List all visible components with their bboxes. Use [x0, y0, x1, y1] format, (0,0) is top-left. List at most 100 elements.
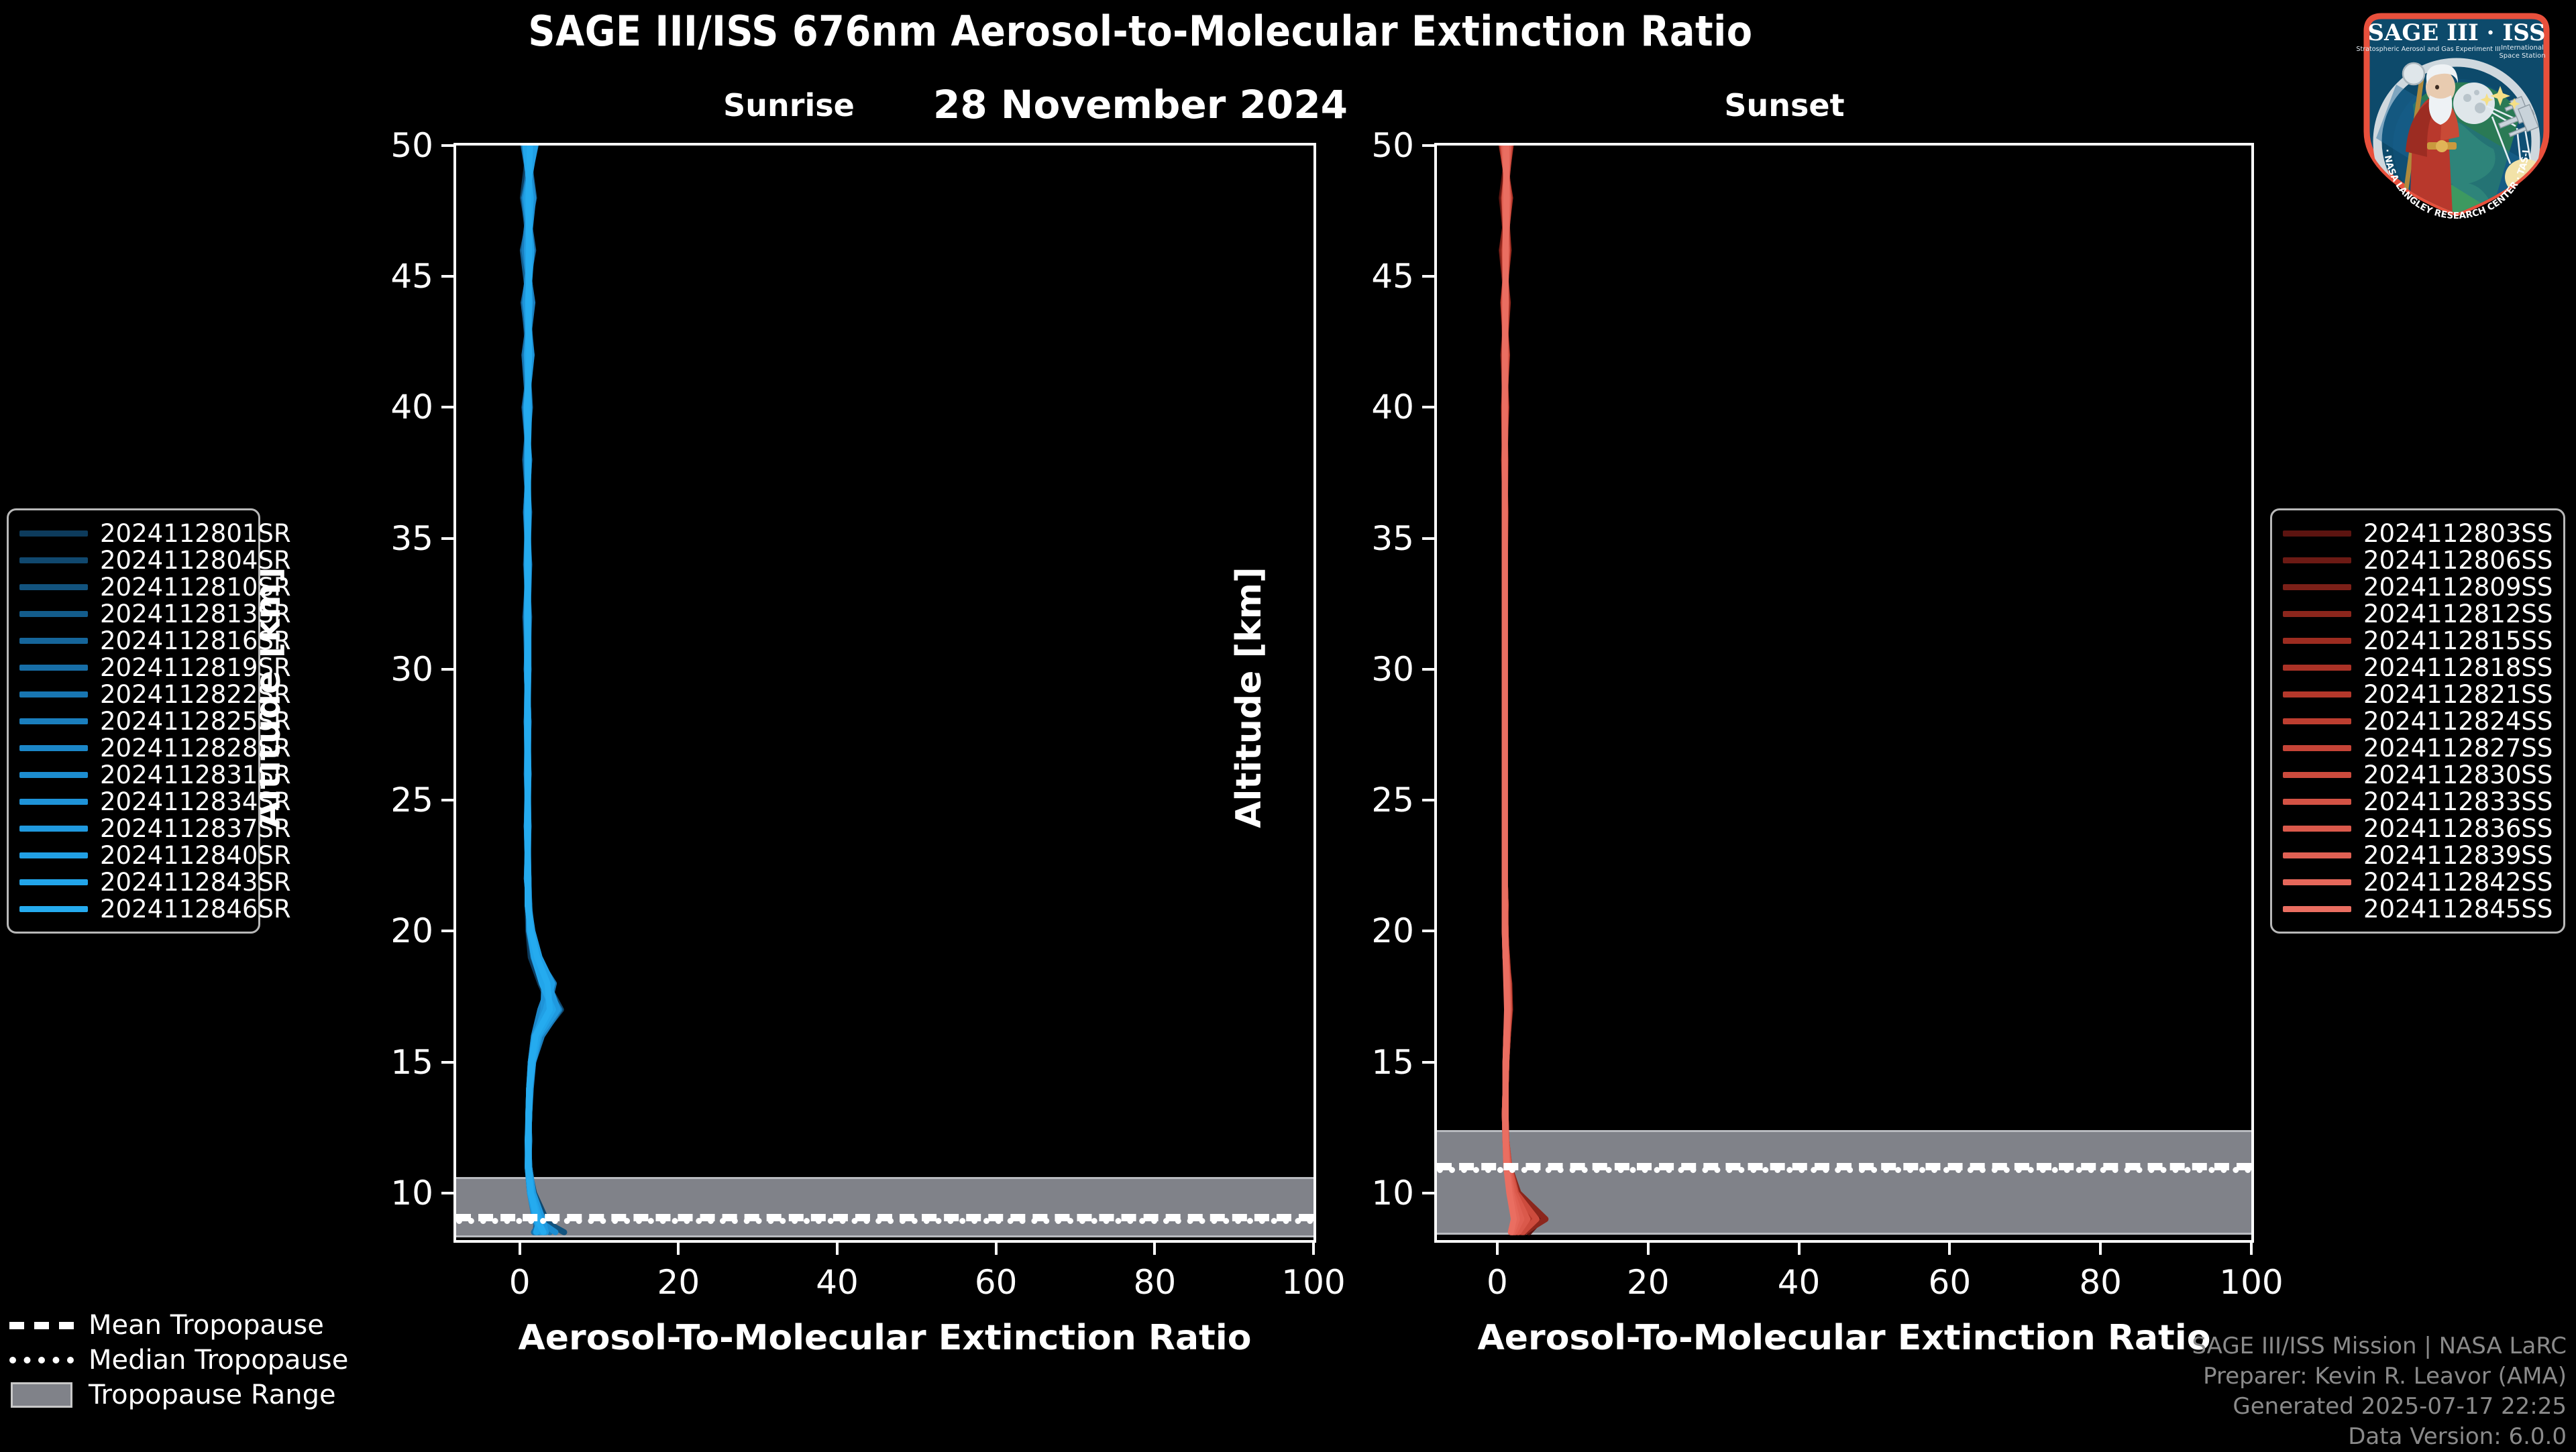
y-tick — [1422, 144, 1437, 147]
filled-box-icon — [9, 1382, 74, 1408]
legend-color-swatch — [19, 557, 88, 563]
x-tick-label: 40 — [1777, 1263, 1821, 1302]
x-tick — [1646, 1240, 1650, 1255]
legend-label: 2024112810SR — [100, 572, 291, 602]
tropopause-legend: Mean Tropopause Median Tropopause Tropop… — [9, 1308, 385, 1412]
legend-item[interactable]: 2024112825SR — [19, 707, 291, 736]
y-tick — [1422, 930, 1437, 933]
tropopause-range-band — [1437, 1130, 2251, 1235]
legend-item[interactable]: 2024112813SR — [19, 600, 291, 628]
dashed-line-icon — [9, 1321, 74, 1329]
x-tick-label: 20 — [657, 1263, 700, 1302]
legend-label: 2024112840SR — [100, 840, 291, 870]
sunrise-panel-title: Sunrise — [723, 87, 855, 123]
legend-item[interactable]: 2024112809SS — [2283, 573, 2553, 602]
x-tick-label: 80 — [2079, 1263, 2122, 1302]
legend-item[interactable]: 2024112840SR — [19, 841, 291, 870]
mean-tropopause-line — [456, 1213, 1313, 1221]
y-tick-label: 40 — [390, 388, 433, 427]
credit-generated: Generated 2025-07-17 22:25 — [2233, 1392, 2567, 1420]
legend-item[interactable]: 2024112828SR — [19, 734, 291, 763]
legend-color-swatch — [19, 798, 88, 805]
y-tick-label: 20 — [1371, 911, 1414, 951]
legend-item[interactable]: 2024112810SR — [19, 573, 291, 602]
x-tick-label: 60 — [974, 1263, 1018, 1302]
legend-color-swatch — [19, 530, 88, 537]
legend-item[interactable]: 2024112831SR — [19, 761, 291, 789]
legend-item[interactable]: 2024112816SR — [19, 626, 291, 655]
logo-subtitle-left: Stratospheric Aerosol and Gas Experiment… — [2356, 46, 2500, 53]
legend-item[interactable]: 2024112821SS — [2283, 680, 2553, 709]
legend-color-swatch — [19, 744, 88, 751]
legend-color-swatch — [2283, 905, 2351, 912]
y-tick — [441, 406, 456, 409]
x-tick — [1312, 1240, 1315, 1255]
mean-tropopause-label: Mean Tropopause — [89, 1310, 324, 1341]
legend-item[interactable]: 2024112827SS — [2283, 733, 2553, 763]
legend-label: 2024112836SS — [2363, 814, 2553, 843]
legend-color-swatch — [2283, 664, 2351, 671]
legend-item[interactable]: 2024112836SS — [2283, 814, 2553, 843]
y-tick-label: 25 — [390, 781, 433, 820]
legend-item[interactable]: 2024112843SR — [19, 868, 291, 897]
x-tick — [1797, 1240, 1801, 1255]
legend-color-swatch — [2283, 825, 2351, 832]
legend-item[interactable]: 2024112845SS — [2283, 894, 2553, 924]
x-tick-label: 100 — [2219, 1263, 2284, 1302]
y-tick-label: 15 — [390, 1042, 433, 1082]
legend-color-swatch — [2283, 879, 2351, 885]
legend-item[interactable]: 2024112824SS — [2283, 707, 2553, 736]
legend-item[interactable]: 2024112846SR — [19, 895, 291, 924]
sunrise-series-layer — [519, 146, 568, 1235]
sunset-event-legend[interactable]: 2024112803SS 2024112806SS 2024112809SS 2024… — [2270, 508, 2565, 934]
legend-label: 2024112806SS — [2363, 545, 2553, 575]
legend-label: 2024112833SS — [2363, 787, 2553, 816]
legend-item[interactable]: 2024112837SR — [19, 814, 291, 843]
legend-label: 2024112804SR — [100, 545, 291, 575]
y-tick — [1422, 1191, 1437, 1194]
legend-item[interactable]: 2024112839SS — [2283, 841, 2553, 870]
legend-item[interactable]: 2024112812SS — [2283, 600, 2553, 628]
x-tick — [994, 1240, 998, 1255]
legend-item-mean-tropopause: Mean Tropopause — [9, 1308, 385, 1343]
legend-item[interactable]: 2024112830SS — [2283, 761, 2553, 789]
legend-item[interactable]: 2024112815SS — [2283, 626, 2553, 655]
legend-label: 2024112827SS — [2363, 733, 2553, 763]
y-tick — [441, 1060, 456, 1064]
x-tick — [677, 1240, 680, 1255]
legend-item[interactable]: 2024112819SR — [19, 653, 291, 682]
y-tick — [441, 1191, 456, 1194]
y-tick-label: 20 — [390, 911, 433, 951]
legend-color-swatch — [19, 825, 88, 832]
y-tick — [441, 930, 456, 933]
legend-label: 2024112815SS — [2363, 626, 2553, 655]
credit-data-version: Data Version: 6.0.0 — [2348, 1422, 2567, 1450]
y-tick — [1422, 1060, 1437, 1064]
legend-label: 2024112845SS — [2363, 894, 2553, 924]
legend-item[interactable]: 2024112833SS — [2283, 787, 2553, 816]
legend-item-median-tropopause: Median Tropopause — [9, 1343, 385, 1378]
legend-color-swatch — [2283, 557, 2351, 563]
y-tick-label: 25 — [1371, 781, 1414, 820]
legend-color-swatch — [2283, 637, 2351, 644]
legend-item[interactable]: 2024112806SS — [2283, 545, 2553, 575]
x-tick — [1948, 1240, 1951, 1255]
y-tick-label: 15 — [1371, 1042, 1414, 1082]
legend-label: 2024112819SR — [100, 653, 291, 682]
legend-item[interactable]: 2024112822SR — [19, 680, 291, 709]
legend-item[interactable]: 2024112842SS — [2283, 868, 2553, 897]
legend-item[interactable]: 2024112834SR — [19, 787, 291, 816]
legend-item[interactable]: 2024112801SR — [19, 519, 291, 548]
legend-item[interactable]: 2024112803SS — [2283, 519, 2553, 548]
legend-label: 2024112813SR — [100, 599, 291, 628]
y-tick-label: 45 — [390, 257, 433, 296]
legend-label: 2024112843SR — [100, 867, 291, 897]
median-tropopause-line — [456, 1217, 1313, 1224]
sunrise-event-legend[interactable]: 2024112801SR 2024112804SR 2024112810SR 2024… — [7, 508, 291, 934]
legend-label: 2024112837SR — [100, 814, 291, 843]
x-tick-label: 100 — [1281, 1263, 1346, 1302]
legend-color-swatch — [2283, 610, 2351, 617]
x-tick — [518, 1240, 521, 1255]
legend-item[interactable]: 2024112804SR — [19, 546, 291, 575]
legend-item[interactable]: 2024112818SS — [2283, 653, 2553, 682]
